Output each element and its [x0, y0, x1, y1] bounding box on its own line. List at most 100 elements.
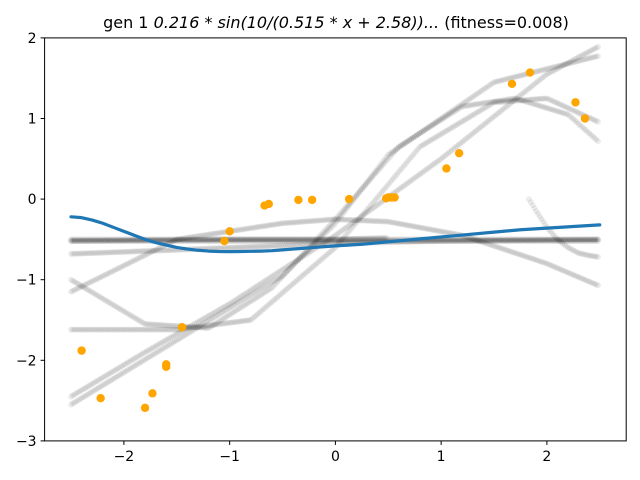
population-sample	[96, 236, 103, 243]
population-sample	[364, 206, 371, 213]
population-sample	[342, 236, 349, 243]
population-sample	[281, 270, 288, 277]
population-sample	[550, 236, 557, 243]
population-sample	[164, 342, 171, 349]
population-sample	[147, 346, 154, 353]
population-sample	[372, 167, 379, 174]
population-sample	[441, 229, 448, 236]
population-sample	[85, 236, 92, 243]
x-tick-label: 1	[437, 449, 446, 465]
population-sample	[302, 270, 309, 277]
population-sample	[233, 227, 240, 234]
population-sample	[360, 236, 367, 243]
population-sample	[293, 236, 300, 243]
population-sample	[591, 45, 598, 52]
population-sample	[422, 126, 429, 133]
population-sample	[459, 118, 466, 125]
population-sample	[300, 250, 307, 257]
population-sample	[270, 272, 277, 279]
population-sample	[268, 298, 275, 305]
population-sample	[510, 74, 517, 81]
population-sample	[152, 246, 159, 253]
population-sample	[207, 236, 214, 243]
population-sample	[279, 289, 286, 296]
population-sample	[105, 249, 112, 256]
population-sample	[496, 238, 503, 245]
population-sample	[517, 96, 524, 103]
population-sample	[379, 218, 386, 225]
population-sample	[565, 59, 572, 66]
population-sample	[103, 237, 110, 244]
population-sample	[283, 236, 290, 243]
population-sample	[436, 132, 443, 139]
population-sample	[394, 145, 401, 152]
population-sample	[191, 324, 198, 331]
population-sample	[399, 142, 406, 149]
population-sample	[194, 324, 201, 331]
population-sample	[258, 243, 265, 250]
population-sample	[436, 238, 443, 245]
population-sample	[272, 276, 279, 283]
population-sample	[191, 236, 198, 243]
population-sample	[411, 150, 418, 157]
population-sample	[300, 236, 307, 243]
population-sample	[508, 237, 515, 244]
population-sample	[291, 260, 298, 267]
population-sample	[207, 231, 214, 238]
population-sample	[313, 237, 320, 244]
population-sample	[92, 236, 99, 243]
population-sample	[286, 236, 293, 243]
population-sample	[522, 253, 529, 260]
population-sample	[480, 238, 487, 245]
population-sample	[200, 238, 207, 245]
population-sample	[522, 88, 529, 95]
population-sample	[376, 218, 383, 225]
population-sample	[520, 71, 527, 78]
population-sample	[485, 117, 492, 124]
population-sample	[556, 236, 563, 243]
population-sample	[321, 227, 328, 234]
population-sample	[587, 252, 594, 259]
population-sample	[305, 249, 312, 256]
population-sample	[219, 304, 226, 311]
population-sample	[75, 397, 82, 404]
population-sample	[157, 237, 164, 244]
population-sample	[432, 227, 439, 234]
population-sample	[595, 43, 602, 50]
population-sample	[390, 148, 397, 155]
population-sample	[143, 321, 150, 328]
population-curve	[68, 216, 602, 295]
population-sample	[538, 216, 545, 223]
population-sample	[89, 250, 96, 257]
population-sample	[97, 383, 104, 390]
population-sample	[304, 218, 311, 225]
population-sample	[270, 282, 277, 289]
population-sample	[122, 237, 129, 244]
population-sample	[519, 97, 526, 104]
population-sample	[406, 136, 413, 143]
population-sample	[110, 237, 117, 244]
population-sample	[344, 236, 351, 243]
population-sample	[161, 338, 168, 345]
population-sample	[231, 297, 238, 304]
population-sample	[209, 322, 216, 329]
population-sample	[457, 237, 464, 244]
population-sample	[402, 139, 409, 146]
population-sample	[75, 285, 82, 292]
population-sample	[267, 222, 274, 229]
population-sample	[573, 236, 580, 243]
population-sample	[316, 236, 323, 243]
population-sample	[387, 218, 394, 225]
data-point	[580, 114, 590, 123]
population-sample	[339, 208, 346, 215]
population-sample	[246, 225, 253, 232]
population-sample	[434, 117, 441, 124]
population-sample	[471, 101, 478, 108]
population-sample	[194, 236, 201, 243]
population-sample	[314, 217, 321, 224]
population-sample	[145, 247, 152, 254]
population-sample	[505, 98, 512, 105]
population-sample	[242, 238, 249, 245]
population-sample	[499, 238, 506, 245]
population-sample	[254, 310, 261, 317]
